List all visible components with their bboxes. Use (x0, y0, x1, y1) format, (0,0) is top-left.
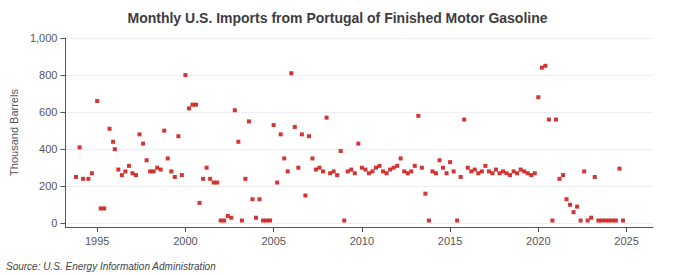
svg-text:0: 0 (51, 217, 57, 229)
svg-text:2005: 2005 (261, 235, 285, 247)
svg-text:1,000: 1,000 (30, 32, 58, 44)
svg-text:2020: 2020 (526, 235, 550, 247)
svg-text:2015: 2015 (438, 235, 462, 247)
svg-text:800: 800 (39, 69, 57, 81)
svg-text:Thousand Barrels: Thousand Barrels (8, 89, 20, 176)
svg-text:600: 600 (39, 106, 57, 118)
svg-text:2025: 2025 (614, 235, 638, 247)
svg-text:200: 200 (39, 180, 57, 192)
svg-text:400: 400 (39, 143, 57, 155)
svg-text:Source: U.S. Energy Informatio: Source: U.S. Energy Information Administ… (6, 261, 216, 272)
svg-text:Monthly U.S. Imports from Port: Monthly U.S. Imports from Portugal of Fi… (127, 10, 547, 26)
svg-text:1995: 1995 (85, 235, 109, 247)
svg-text:2000: 2000 (173, 235, 197, 247)
svg-text:2010: 2010 (350, 235, 374, 247)
